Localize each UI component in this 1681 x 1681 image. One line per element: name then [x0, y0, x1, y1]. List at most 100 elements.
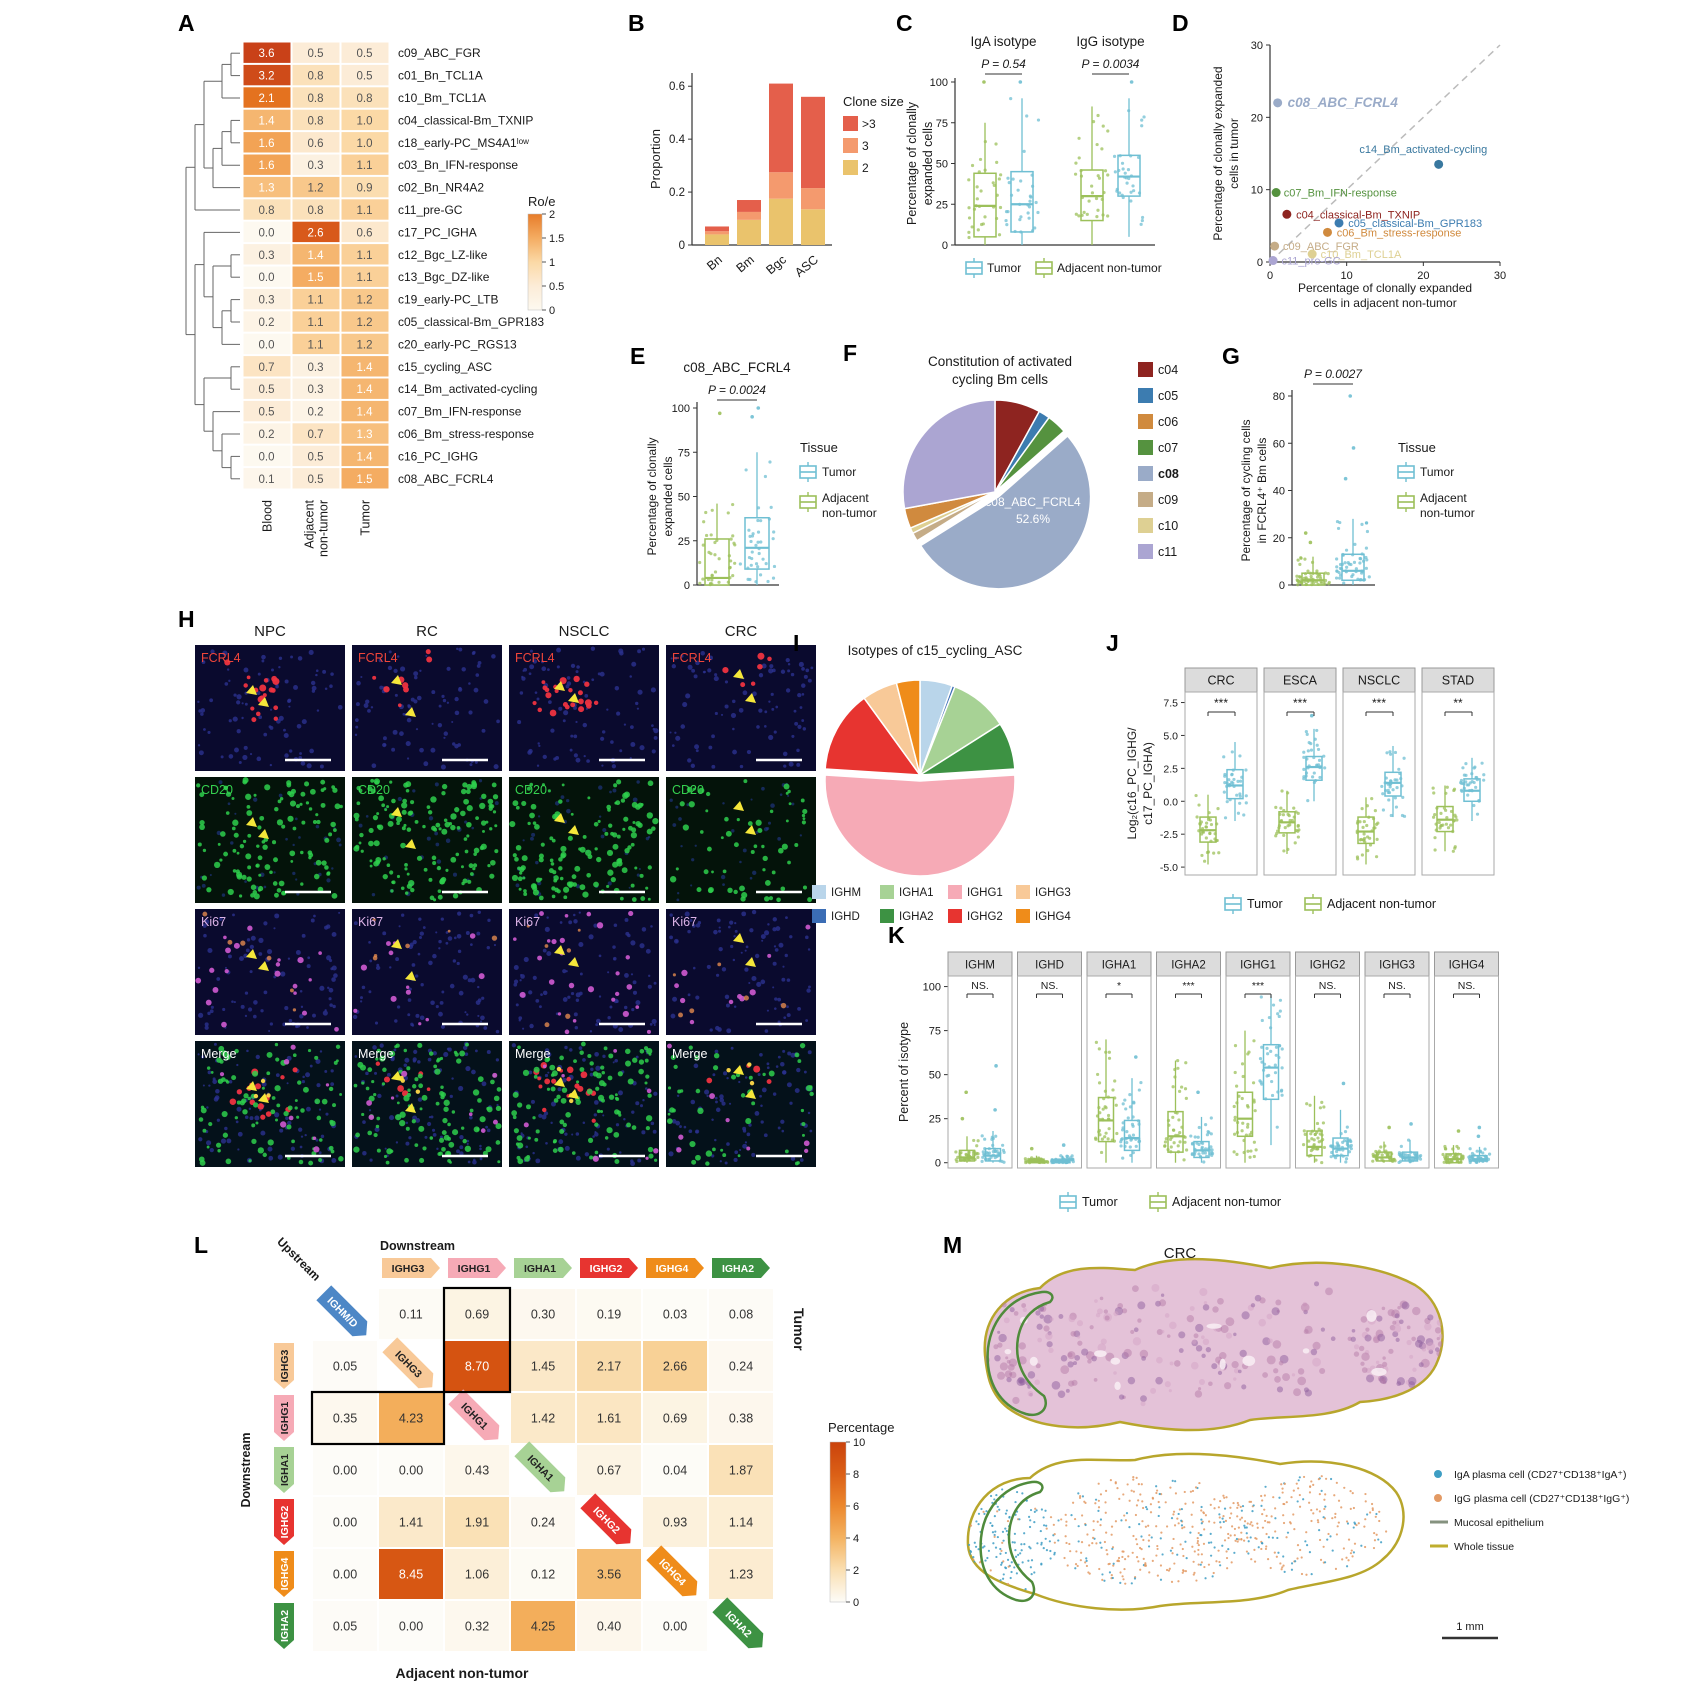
nucleus-dot	[575, 998, 580, 1002]
jitter-point	[1383, 1144, 1387, 1148]
cd20-signal-dot	[628, 825, 633, 831]
cd20-signal-dot	[667, 1118, 673, 1124]
cd20-signal-dot	[493, 1095, 500, 1102]
heatmap-cell	[341, 400, 389, 422]
switch-matrix-cell	[445, 1289, 509, 1339]
plasma-cell-dot	[995, 1493, 998, 1497]
jitter-point	[1022, 149, 1026, 153]
nucleus-dot	[591, 678, 595, 682]
gland-lumen	[1302, 1348, 1310, 1354]
cd20-signal-dot	[358, 788, 363, 793]
cd20-signal-dot	[321, 1098, 328, 1105]
jitter-point	[1280, 1047, 1284, 1051]
heatmap-cell	[243, 288, 291, 310]
jitter-point	[759, 540, 763, 544]
jitter-point	[1380, 784, 1384, 789]
fcrl4-signal-dot	[537, 1076, 542, 1081]
cd20-signal-dot	[604, 1136, 609, 1140]
nucleus-dot	[543, 1111, 549, 1116]
heatmap-cell	[292, 64, 340, 86]
nucleus-dot	[793, 709, 797, 713]
cd20-signal-dot	[768, 1070, 775, 1077]
switch-value: 0.03	[663, 1308, 687, 1322]
nucleus-dot	[457, 687, 463, 692]
cd20-signal-dot	[727, 887, 733, 894]
colorbar-tick: 1.5	[549, 233, 564, 245]
jitter-point	[983, 140, 987, 144]
cd20-signal-dot	[251, 1138, 257, 1145]
cd20-signal-dot	[406, 883, 413, 889]
switch-value: 0.08	[729, 1308, 753, 1322]
nucleus-dot	[425, 654, 428, 657]
jitter-point	[1343, 1130, 1348, 1134]
jitter-point	[1136, 155, 1141, 160]
heatmap-cell	[341, 468, 389, 489]
legend-label: IGHA1	[899, 887, 934, 899]
nucleus-dot	[299, 1145, 303, 1149]
cd20-signal-dot	[433, 1064, 438, 1069]
jitter-point	[1387, 790, 1392, 795]
y-tick: 0	[1257, 257, 1263, 269]
cd20-signal-dot	[441, 828, 448, 835]
he-speck	[1065, 1388, 1070, 1393]
arrowhead-marker	[745, 957, 756, 967]
bar-segment	[769, 172, 793, 199]
jitter-point	[975, 197, 979, 201]
jitter-point	[1077, 214, 1081, 218]
cd20-signal-dot	[610, 831, 615, 836]
cd20-signal-dot	[771, 870, 776, 875]
cd20-signal-dot	[548, 868, 554, 874]
nucleus-dot	[690, 884, 693, 887]
x-axis-label: cells in adjacent non-tumor	[1313, 296, 1456, 310]
nucleus-dot	[711, 764, 716, 769]
plasma-cell-dot	[1017, 1553, 1020, 1556]
outlier-point	[1348, 394, 1353, 398]
cd20-signal-dot	[621, 867, 628, 874]
cd20-signal-dot	[560, 1097, 567, 1104]
cd20-signal-dot	[270, 1109, 276, 1115]
nucleus-dot	[234, 812, 237, 815]
nucleus-dot	[595, 1023, 599, 1027]
fcrl4-signal-dot	[372, 675, 377, 680]
jitter-point	[1030, 1156, 1034, 1160]
he-speck	[1380, 1378, 1386, 1384]
heatmap-value: 1.1	[308, 317, 324, 329]
jitter-point	[701, 577, 705, 581]
nucleus-dot	[398, 925, 401, 928]
he-speck	[1164, 1313, 1170, 1318]
jitter-point	[1383, 788, 1388, 793]
jitter-point	[1437, 820, 1441, 825]
jitter-point	[1247, 1050, 1251, 1054]
cd20-signal-dot	[607, 869, 614, 876]
nucleus-dot	[311, 685, 317, 691]
nucleus-dot	[777, 1055, 781, 1059]
plasma-cell-dot	[1048, 1540, 1051, 1543]
jitter-point	[1274, 1053, 1278, 1057]
nucleus-dot	[594, 1100, 599, 1105]
legend-label: 2	[862, 161, 869, 175]
cd20-signal-dot	[559, 1119, 565, 1125]
cd20-signal-dot	[335, 1059, 339, 1063]
heatmap-value: 0.0	[259, 451, 275, 463]
jitter-point	[1128, 1092, 1132, 1097]
nucleus-dot	[216, 830, 222, 836]
heatmap-cell	[341, 154, 389, 175]
nucleus-dot	[324, 1070, 328, 1073]
nucleus-dot	[413, 1049, 418, 1054]
ki67-signal-dot	[366, 1100, 372, 1106]
jitter-point	[979, 189, 983, 193]
cd20-signal-dot	[553, 1098, 559, 1103]
jitter-point	[1363, 836, 1367, 840]
ki67-signal-dot	[709, 1093, 716, 1099]
fcrl4-signal-dot	[250, 706, 255, 711]
arrowhead-marker	[554, 945, 565, 955]
jitter-point	[1277, 1055, 1281, 1060]
cd20-signal-dot	[788, 802, 792, 806]
ki67-signal-dot	[205, 999, 212, 1006]
cd20-signal-dot	[532, 1116, 536, 1120]
plasma-cell-dot	[1045, 1549, 1049, 1552]
plasma-cell-dot	[982, 1510, 985, 1513]
fcrl4-signal-dot	[280, 1075, 285, 1080]
switch-matrix-cell	[511, 1341, 575, 1391]
cd20-signal-dot	[520, 865, 526, 871]
